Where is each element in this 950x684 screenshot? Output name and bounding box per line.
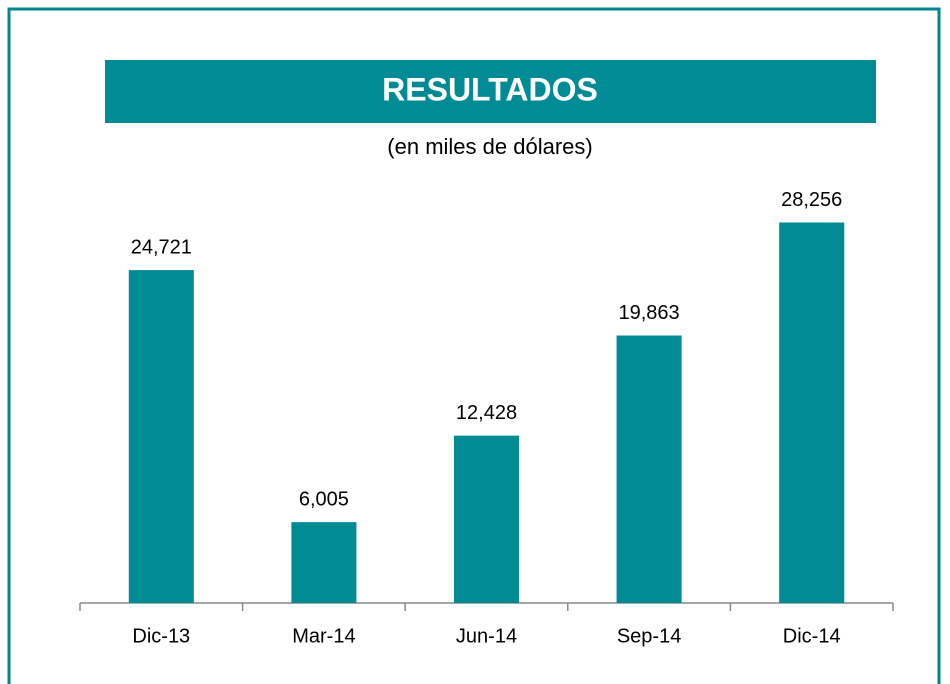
value-label: 19,863 [619,302,680,324]
value-label: 28,256 [781,189,842,211]
title-banner [105,60,876,123]
chart-subtitle: (en miles de dólares) [387,134,592,159]
bar [779,222,845,603]
bar [453,435,520,603]
x-tick-label: Jun-14 [456,625,517,647]
bar [616,335,682,603]
value-label: 24,721 [131,236,192,258]
bar [291,522,357,603]
bar [128,270,194,603]
chart-title: RESULTADOS [382,71,598,107]
x-tick-label: Sep-14 [617,625,682,647]
x-tick-label: Mar-14 [292,625,355,647]
value-label: 6,005 [299,488,349,510]
x-tick-label: Dic-13 [132,625,190,647]
value-label: 12,428 [456,402,517,424]
x-tick-label: Dic-14 [783,625,841,647]
